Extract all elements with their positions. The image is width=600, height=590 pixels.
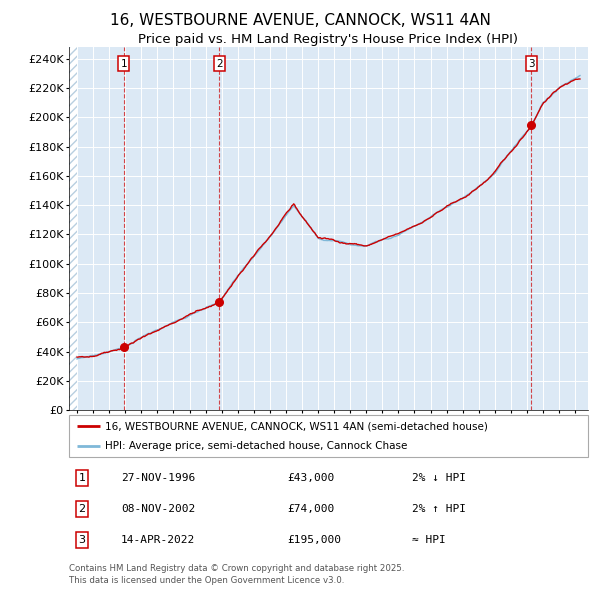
Text: 2% ↓ HPI: 2% ↓ HPI [412, 473, 466, 483]
Text: ≈ HPI: ≈ HPI [412, 535, 445, 545]
Text: 1: 1 [79, 473, 85, 483]
Text: 3: 3 [79, 535, 85, 545]
Text: 08-NOV-2002: 08-NOV-2002 [121, 504, 195, 514]
Title: Price paid vs. HM Land Registry's House Price Index (HPI): Price paid vs. HM Land Registry's House … [139, 33, 518, 46]
Text: HPI: Average price, semi-detached house, Cannock Chase: HPI: Average price, semi-detached house,… [106, 441, 408, 451]
Text: £74,000: £74,000 [287, 504, 334, 514]
Text: £43,000: £43,000 [287, 473, 334, 483]
Text: 2% ↑ HPI: 2% ↑ HPI [412, 504, 466, 514]
Text: 16, WESTBOURNE AVENUE, CANNOCK, WS11 4AN: 16, WESTBOURNE AVENUE, CANNOCK, WS11 4AN [110, 13, 490, 28]
Text: Contains HM Land Registry data © Crown copyright and database right 2025.
This d: Contains HM Land Registry data © Crown c… [69, 565, 404, 585]
Text: 3: 3 [528, 58, 535, 68]
Text: £195,000: £195,000 [287, 535, 341, 545]
Text: 14-APR-2022: 14-APR-2022 [121, 535, 195, 545]
Text: 2: 2 [216, 58, 223, 68]
FancyBboxPatch shape [69, 415, 588, 457]
Text: 16, WESTBOURNE AVENUE, CANNOCK, WS11 4AN (semi-detached house): 16, WESTBOURNE AVENUE, CANNOCK, WS11 4AN… [106, 421, 488, 431]
Text: 27-NOV-1996: 27-NOV-1996 [121, 473, 195, 483]
Text: 1: 1 [121, 58, 127, 68]
Text: 2: 2 [79, 504, 86, 514]
Bar [69, 47, 77, 410]
